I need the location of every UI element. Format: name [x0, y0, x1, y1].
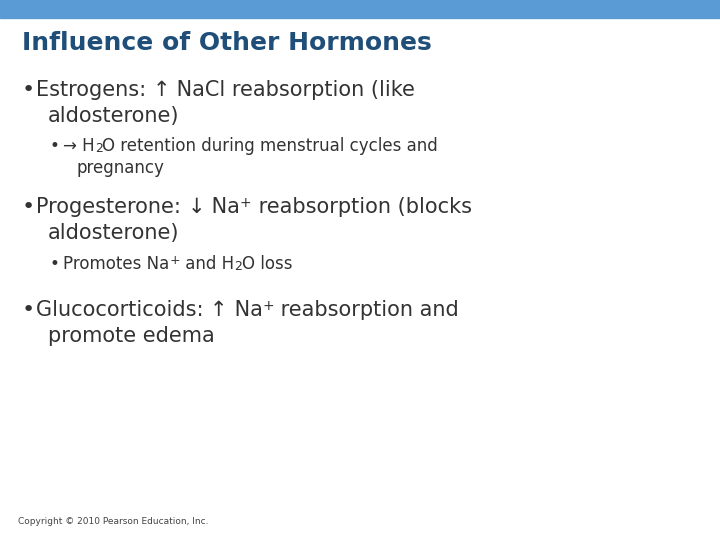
Text: Progesterone:: Progesterone: — [36, 197, 187, 217]
Text: Promotes Na: Promotes Na — [63, 255, 169, 273]
Text: NaCl reabsorption (like: NaCl reabsorption (like — [170, 80, 415, 100]
Bar — [0, 0, 720, 18]
Text: aldosterone): aldosterone) — [48, 106, 179, 126]
Text: +: + — [263, 299, 274, 313]
Text: Glucocorticoids:: Glucocorticoids: — [36, 300, 210, 320]
Text: aldosterone): aldosterone) — [48, 223, 179, 243]
Text: Estrogens:: Estrogens: — [36, 80, 153, 100]
Text: 2: 2 — [94, 142, 102, 155]
Text: •: • — [50, 255, 60, 273]
Text: ↑: ↑ — [153, 80, 170, 100]
Text: +: + — [169, 254, 180, 267]
Text: •: • — [22, 197, 35, 217]
Text: +: + — [240, 196, 251, 210]
Text: •: • — [22, 80, 35, 100]
Text: ↑: ↑ — [210, 300, 228, 320]
Text: •: • — [22, 300, 35, 320]
Text: reabsorption and: reabsorption and — [274, 300, 459, 320]
Text: and H: and H — [180, 255, 234, 273]
Text: ↓: ↓ — [187, 197, 205, 217]
Text: 2: 2 — [234, 260, 242, 273]
Text: Copyright © 2010 Pearson Education, Inc.: Copyright © 2010 Pearson Education, Inc. — [18, 517, 209, 526]
Text: reabsorption (blocks: reabsorption (blocks — [251, 197, 472, 217]
Text: Na: Na — [205, 197, 240, 217]
Text: Influence of Other Hormones: Influence of Other Hormones — [22, 31, 432, 55]
Text: O retention during menstrual cycles and: O retention during menstrual cycles and — [102, 137, 438, 155]
Text: promote edema: promote edema — [48, 326, 215, 346]
Text: O loss: O loss — [242, 255, 292, 273]
Text: → H: → H — [63, 137, 94, 155]
Text: pregnancy: pregnancy — [76, 159, 164, 177]
Text: Na: Na — [228, 300, 263, 320]
Text: •: • — [50, 137, 60, 155]
